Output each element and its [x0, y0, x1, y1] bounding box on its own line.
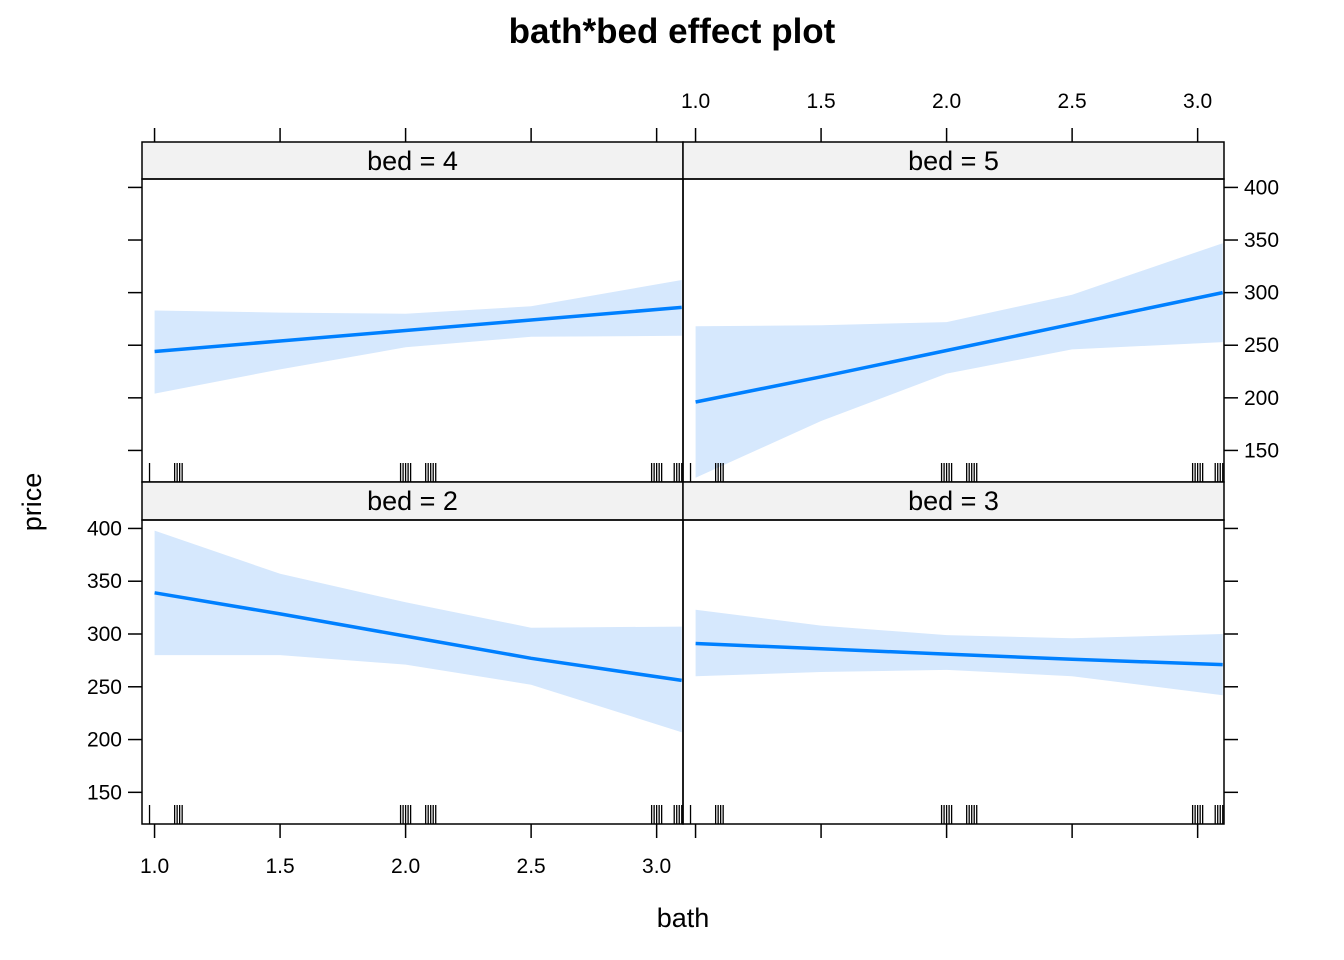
- x-tick-label: 2.5: [517, 855, 546, 878]
- panels-layer: bed = 4 bed = 5 bed = 2 bed = 3: [141, 141, 1225, 825]
- panel-bed-4: bed = 4: [141, 141, 684, 483]
- panel-bed-2: bed = 2: [141, 481, 684, 825]
- panel-bed-5: bed = 5: [682, 141, 1225, 483]
- y-axis-label: price: [17, 473, 47, 532]
- fit-line: [154, 305, 682, 354]
- x-tick-label: 2.0: [391, 855, 420, 878]
- y-tick-label: 150: [1244, 439, 1279, 462]
- strip-label: bed = 2: [367, 486, 458, 516]
- y-tick-label: 250: [87, 676, 122, 699]
- y-tick-label: 400: [1244, 176, 1279, 199]
- fit-line: [154, 591, 682, 683]
- x-tick-label: 1.5: [806, 90, 835, 113]
- panel-bed-3: bed = 3: [682, 481, 1225, 825]
- confidence-band: [695, 609, 1223, 696]
- y-tick-label: 200: [1244, 387, 1279, 410]
- y-tick-label: 250: [1244, 334, 1279, 357]
- fit-line: [695, 290, 1224, 404]
- x-tick-label: 3.0: [1183, 90, 1212, 113]
- x-tick-label: 2.5: [1058, 90, 1087, 113]
- strip-label: bed = 5: [908, 146, 999, 176]
- fit-line: [695, 641, 1223, 667]
- x-tick-label: 2.0: [932, 90, 961, 113]
- strip-background: [682, 481, 1225, 521]
- y-tick-label: 200: [87, 729, 122, 752]
- y-tick-label: 300: [87, 623, 122, 646]
- x-tick-label: 1.0: [140, 855, 169, 878]
- confidence-band: [154, 530, 682, 733]
- strip-label: bed = 4: [367, 146, 458, 176]
- axes-layer: 1.0 1.5 2.0 2.5 3.0 1.0 1.5 2.0 2.5 3.0 150 200 250 3…: [87, 90, 1279, 878]
- strip-label: bed = 3: [908, 486, 999, 516]
- x-tick-label: 1.5: [265, 855, 294, 878]
- panel-border: [682, 519, 1225, 825]
- x-tick-label: 3.0: [642, 855, 671, 878]
- y-tick-label: 350: [1244, 229, 1279, 252]
- chart-title: bath*bed effect plot: [509, 12, 836, 51]
- x-axis-label: bath: [657, 903, 710, 933]
- x-tick-label: 1.0: [681, 90, 710, 113]
- strip-background: [682, 141, 1225, 180]
- y-tick-label: 350: [87, 570, 122, 593]
- confidence-band: [695, 243, 1223, 478]
- y-tick-label: 400: [87, 517, 122, 540]
- strip-background: [141, 141, 684, 180]
- confidence-band: [154, 280, 682, 394]
- y-tick-label: 150: [87, 781, 122, 804]
- y-tick-label: 300: [1244, 282, 1279, 305]
